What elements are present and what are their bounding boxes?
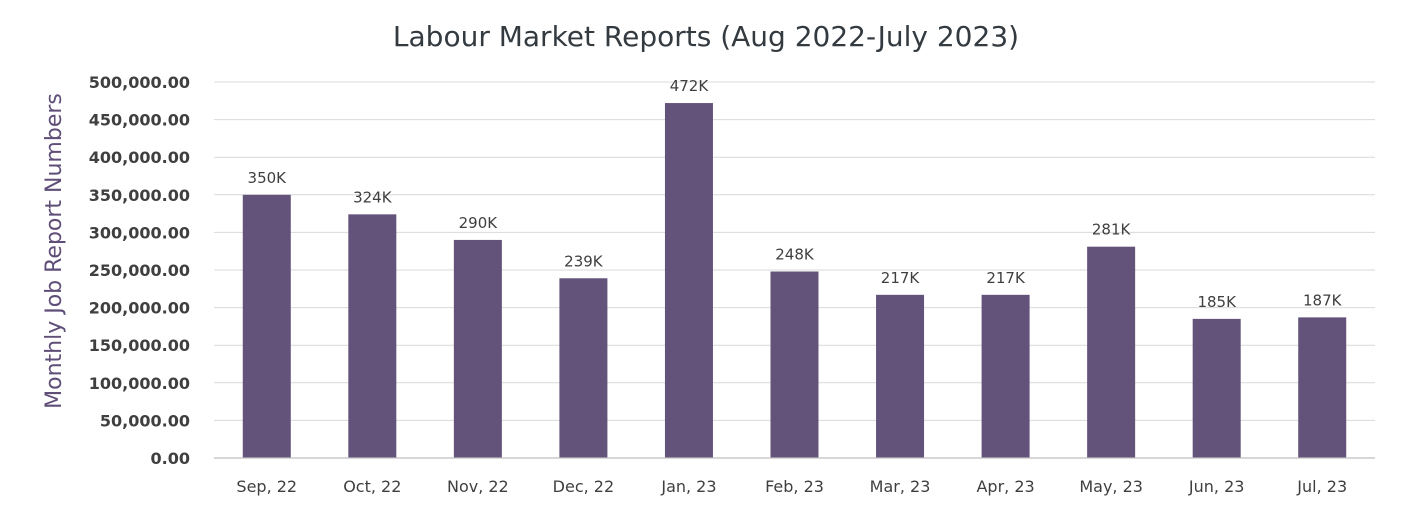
x-tick-label: May, 23	[1079, 477, 1143, 496]
data-label: 350K	[248, 169, 288, 187]
data-label: 248K	[775, 246, 815, 264]
x-tick-label: Nov, 22	[447, 477, 509, 496]
y-tick-label: 100,000.00	[89, 374, 190, 393]
y-tick-label: 0.00	[151, 449, 190, 468]
chart-title: Labour Market Reports (Aug 2022-July 202…	[393, 20, 1019, 53]
x-tick-label: Feb, 23	[765, 477, 824, 496]
x-tick-label: Apr, 23	[976, 477, 1034, 496]
data-label: 290K	[459, 214, 499, 232]
y-tick-label: 200,000.00	[89, 299, 190, 318]
y-tick-label: 50,000.00	[100, 411, 190, 430]
y-tick-label: 450,000.00	[89, 111, 190, 130]
bar	[876, 294, 925, 458]
data-label: 217K	[881, 269, 921, 287]
bar	[348, 214, 397, 458]
x-tick-label: Jul, 23	[1296, 477, 1347, 496]
y-tick-label: 300,000.00	[89, 223, 190, 242]
y-tick-label: 350,000.00	[89, 186, 190, 205]
y-tick-label: 400,000.00	[89, 148, 190, 167]
x-tick-label: Jun, 23	[1188, 477, 1245, 496]
x-tick-label: Jan, 23	[660, 477, 716, 496]
x-axis-ticks: Sep, 22 Oct, 22 Nov, 22 Dec, 22 Jan, 23 Feb, …	[236, 477, 1347, 496]
bar	[1192, 318, 1241, 458]
y-axis-ticks: 0.00 50,000.00 100,000.00 150,000.00 200,000…	[89, 73, 190, 468]
y-tick-label: 500,000.00	[89, 73, 190, 92]
bar	[453, 239, 502, 458]
bar	[664, 103, 713, 458]
bar	[1298, 317, 1347, 458]
data-label: 324K	[353, 188, 393, 206]
x-tick-label: Dec, 22	[553, 477, 615, 496]
data-label: 187K	[1303, 291, 1343, 309]
x-tick-label: Sep, 22	[236, 477, 297, 496]
data-label: 217K	[986, 269, 1026, 287]
bars	[242, 103, 1347, 459]
data-label: 281K	[1092, 221, 1132, 239]
y-tick-label: 250,000.00	[89, 261, 190, 280]
bar	[1087, 246, 1136, 458]
y-tick-label: 150,000.00	[89, 336, 190, 355]
y-axis-label: Monthly Job Report Numbers	[42, 93, 67, 409]
data-label: 239K	[564, 252, 604, 270]
data-label: 185K	[1197, 293, 1237, 311]
x-tick-label: Mar, 23	[870, 477, 931, 496]
bar	[559, 278, 608, 458]
bar	[981, 294, 1030, 458]
data-labels: 350K 324K 290K 239K 472K 248K 217K 217K 281K 185K…	[248, 77, 1343, 311]
bar	[242, 194, 291, 459]
x-tick-label: Oct, 22	[343, 477, 401, 496]
bar	[770, 271, 819, 458]
data-label: 472K	[670, 77, 710, 95]
gridlines	[214, 81, 1375, 421]
